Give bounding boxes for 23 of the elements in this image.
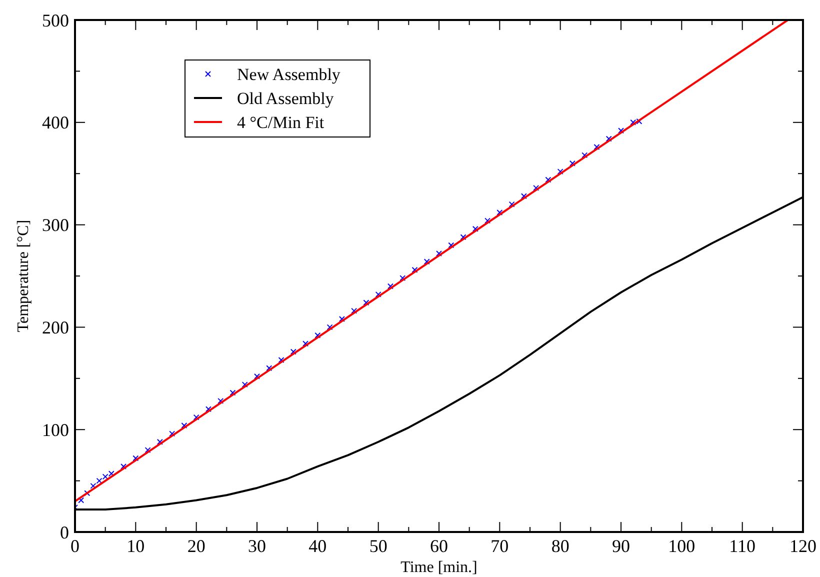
x-tick-label: 70 bbox=[490, 536, 509, 556]
legend-label: New Assembly bbox=[237, 64, 341, 84]
legend-label: Old Assembly bbox=[237, 88, 334, 108]
y-tick-label: 300 bbox=[42, 215, 69, 236]
x-tick-label: 100 bbox=[668, 536, 696, 556]
x-tick-label: 110 bbox=[729, 536, 756, 556]
x-tick-label: 120 bbox=[790, 536, 816, 556]
y-axis-title: Temperature [°C] bbox=[15, 220, 32, 332]
legend-label: 4 °C/Min Fit bbox=[237, 112, 324, 132]
y-tick-label: 400 bbox=[42, 112, 69, 133]
x-tick-label: 60 bbox=[430, 536, 448, 556]
y-tick-label: 100 bbox=[42, 420, 69, 440]
x-tick-label: 30 bbox=[248, 536, 266, 556]
x-axis-title: Time [min.] bbox=[400, 559, 478, 576]
x-tick-label: 50 bbox=[369, 536, 388, 556]
y-tick-label: 200 bbox=[42, 318, 69, 338]
x-tick-label: 20 bbox=[187, 536, 206, 556]
x-tick-label: 90 bbox=[612, 536, 630, 556]
y-tick-label: 0 bbox=[60, 522, 69, 542]
y-tick-label: 500 bbox=[42, 10, 69, 30]
x-tick-label: 40 bbox=[308, 536, 327, 556]
x-tick-label: 10 bbox=[126, 536, 145, 556]
x-tick-label: 80 bbox=[551, 536, 570, 556]
